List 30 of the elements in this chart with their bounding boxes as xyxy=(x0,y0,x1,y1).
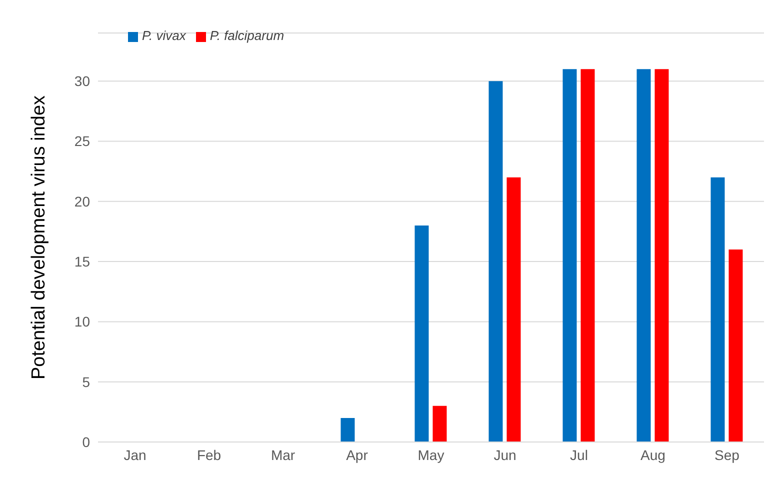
bar xyxy=(488,81,503,442)
x-tick-label: Sep xyxy=(714,446,740,463)
y-tick-label: 25 xyxy=(74,133,90,150)
x-tick-label: Aug xyxy=(640,446,666,463)
bar xyxy=(580,69,595,442)
bar xyxy=(414,225,429,442)
bar xyxy=(506,177,521,442)
y-tick-label: 15 xyxy=(74,254,90,270)
y-tick-label: 0 xyxy=(82,434,90,450)
bar xyxy=(728,250,743,442)
x-tick-label: Jan xyxy=(124,446,146,463)
legend-label: P. vivax xyxy=(142,28,186,43)
x-tick-label: May xyxy=(418,446,444,463)
x-tick-label: Apr xyxy=(346,446,368,463)
y-tick-label: 30 xyxy=(74,73,90,90)
x-tick-label: Jul xyxy=(570,446,588,463)
x-tick-label: Jun xyxy=(494,446,516,463)
y-axis-title: Potential development virus index xyxy=(28,94,50,380)
bar xyxy=(340,418,355,442)
y-tick-label: 20 xyxy=(74,193,90,210)
legend-label: P. falciparum xyxy=(210,28,284,43)
bar xyxy=(710,177,725,442)
bar xyxy=(432,406,447,442)
y-tick-label: 10 xyxy=(74,314,90,330)
bar xyxy=(654,69,669,442)
x-tick-label: Mar xyxy=(270,446,296,463)
x-tick-label: Feb xyxy=(196,446,222,463)
y-tick-label: 5 xyxy=(82,374,90,390)
bar xyxy=(636,69,651,442)
bar xyxy=(562,69,577,442)
